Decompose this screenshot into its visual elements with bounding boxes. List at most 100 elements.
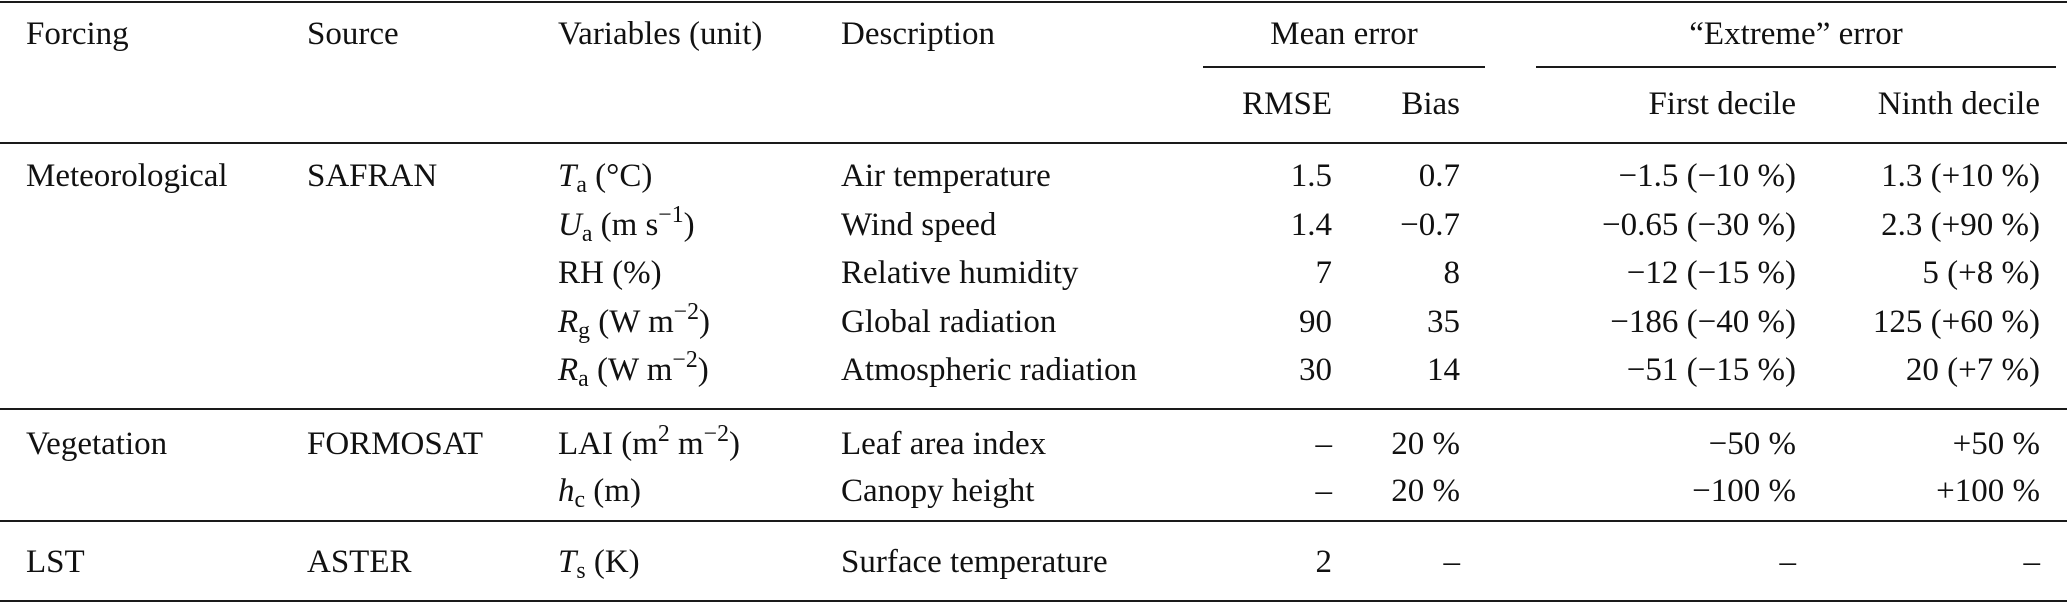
first-decile-cell: –: [1779, 544, 1797, 580]
bias-cell: 20 %: [1391, 426, 1460, 462]
description-cell: Air temperature: [841, 158, 1051, 194]
unit-text: ): [728, 426, 740, 462]
description-cell: Atmospheric radiation: [841, 352, 1138, 388]
variable-cell: Ra (W m−2): [558, 348, 709, 392]
variable-cell: Rg (W m−2): [558, 298, 711, 344]
forcing-cell: Vegetation: [26, 426, 168, 462]
unit-exponent: −2: [703, 420, 729, 447]
unit-exponent: −1: [658, 201, 684, 228]
unit-text: (%): [603, 255, 662, 291]
description-cell: Surface temperature: [841, 544, 1108, 580]
header-bias: Bias: [1401, 86, 1460, 122]
description-cell: Wind speed: [841, 207, 997, 243]
variable-subscript: a: [576, 171, 587, 198]
variable-symbol: U: [558, 207, 582, 243]
variable-symbol: RH: [558, 255, 604, 291]
unit-text: ): [697, 352, 709, 388]
group-rule-2: [0, 520, 2067, 522]
ninth-decile-cell: 20 (+7 %): [1905, 352, 2040, 388]
bias-cell: −0.7: [1400, 207, 1460, 243]
variable-symbol: R: [558, 304, 579, 340]
ninth-decile-cell: 125 (+60 %): [1872, 304, 2040, 340]
rmse-cell: –: [1315, 426, 1333, 462]
bias-cell: 35: [1427, 304, 1460, 340]
ninth-decile-cell: +50 %: [1952, 426, 2040, 462]
bias-cell: –: [1443, 544, 1461, 580]
bias-cell: 20 %: [1391, 473, 1460, 509]
variable-subscript: g: [578, 317, 591, 344]
table-bottom-rule: [0, 600, 2067, 602]
variable-subscript: s: [576, 557, 586, 584]
unit-exponent: 2: [657, 420, 670, 447]
header-rmse: RMSE: [1242, 86, 1332, 122]
forcing-cell: LST: [26, 544, 85, 580]
table-top-rule: [0, 1, 2067, 3]
mean-error-rule: [1203, 66, 1485, 68]
variable-cell: Ua (m s−1): [558, 201, 695, 247]
rmse-cell: 2: [1315, 544, 1333, 580]
variable-symbol: T: [558, 158, 577, 194]
header-ninth-decile: Ninth decile: [1877, 86, 2040, 122]
unit-text: m: [669, 426, 704, 462]
source-cell: ASTER: [307, 544, 412, 580]
variable-cell: RH (%): [558, 253, 662, 293]
ninth-decile-cell: +100 %: [1936, 473, 2040, 509]
rmse-cell: 30: [1299, 352, 1332, 388]
first-decile-cell: −1.5 (−10 %): [1618, 158, 1796, 194]
unit-text: (W m: [588, 352, 673, 388]
forcing-cell: Meteorological: [26, 158, 228, 194]
variable-subscript: c: [574, 486, 586, 513]
header-variables: Variables (unit): [558, 16, 763, 52]
header-description: Description: [841, 16, 995, 52]
bias-cell: 14: [1427, 352, 1460, 388]
ninth-decile-cell: 5 (+8 %): [1922, 255, 2040, 291]
first-decile-cell: −186 (−40 %): [1610, 304, 1796, 340]
unit-text: (m: [612, 426, 658, 462]
rmse-cell: 1.5: [1290, 158, 1332, 194]
source-cell: SAFRAN: [307, 158, 438, 194]
source-cell: FORMOSAT: [307, 426, 484, 462]
first-decile-cell: −51 (−15 %): [1626, 352, 1796, 388]
ninth-decile-cell: 2.3 (+90 %): [1881, 207, 2040, 243]
variable-symbol: LAI: [558, 426, 613, 462]
rmse-cell: 1.4: [1290, 207, 1332, 243]
variable-symbol: R: [558, 352, 579, 388]
header-extreme-error: “Extreme” error: [1689, 16, 1903, 52]
bias-cell: 8: [1443, 255, 1461, 291]
unit-exponent: −2: [673, 298, 700, 325]
variable-subscript: a: [578, 365, 589, 392]
rmse-cell: 7: [1315, 255, 1333, 291]
description-cell: Leaf area index: [841, 426, 1047, 462]
unit-text: (m): [585, 473, 641, 509]
first-decile-cell: −50 %: [1708, 426, 1796, 462]
variable-symbol: T: [558, 544, 577, 580]
rmse-cell: –: [1315, 473, 1333, 509]
variable-cell: hc (m): [558, 471, 641, 513]
first-decile-cell: −0.65 (−30 %): [1602, 207, 1796, 243]
description-cell: Global radiation: [841, 304, 1057, 340]
rmse-cell: 90: [1299, 304, 1332, 340]
variable-cell: Ta (°C): [558, 156, 653, 198]
unit-text: (W m: [590, 304, 674, 340]
unit-text: ): [699, 304, 711, 340]
description-cell: Canopy height: [841, 473, 1035, 509]
header-source: Source: [307, 16, 399, 52]
unit-text: (K): [585, 544, 640, 580]
bias-cell: 0.7: [1418, 158, 1460, 194]
unit-text: (°C): [586, 158, 653, 194]
group-rule-1: [0, 408, 2067, 410]
variable-symbol: h: [558, 473, 575, 509]
variable-cell: Ts (K): [558, 542, 640, 584]
unit-text: ): [683, 207, 695, 243]
variable-cell: LAI (m2 m−2): [558, 420, 740, 464]
ninth-decile-cell: –: [2023, 544, 2041, 580]
extreme-error-rule: [1536, 66, 2056, 68]
ninth-decile-cell: 1.3 (+10 %): [1881, 158, 2040, 194]
header-mean-error: Mean error: [1270, 16, 1418, 52]
header-first-decile: First decile: [1648, 86, 1796, 122]
variable-subscript: a: [581, 220, 593, 247]
first-decile-cell: −100 %: [1692, 473, 1796, 509]
header-bottom-rule: [0, 142, 2067, 144]
first-decile-cell: −12 (−15 %): [1626, 255, 1796, 291]
unit-text: (m s: [592, 207, 659, 243]
